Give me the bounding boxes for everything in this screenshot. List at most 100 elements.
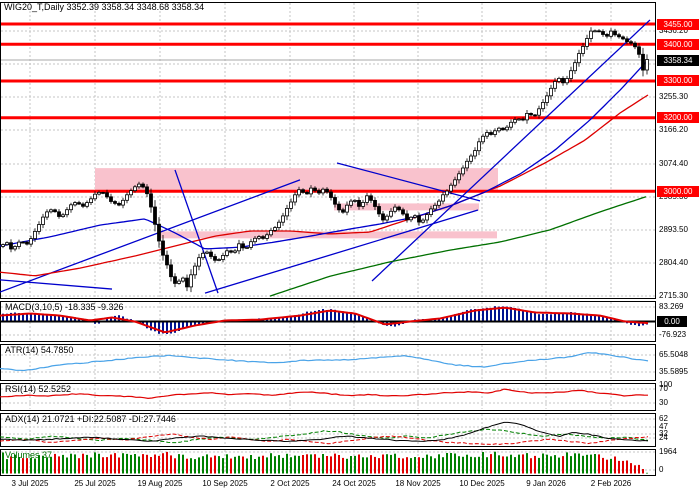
main-chart-panel[interactable] bbox=[0, 2, 656, 299]
macd-histogram-bar bbox=[494, 306, 496, 322]
candlestick bbox=[177, 280, 181, 284]
macd-histogram-bar bbox=[546, 314, 548, 322]
level-price-tag: 3300.00 bbox=[657, 75, 699, 87]
macd-histogram-bar bbox=[194, 321, 196, 325]
date-axis-label[interactable]: 2 Feb 2026 bbox=[590, 479, 632, 488]
date-axis-label[interactable]: 10 Sep 2025 bbox=[202, 479, 248, 488]
candlestick bbox=[605, 34, 609, 37]
macd-histogram-bar bbox=[314, 310, 316, 322]
candlestick bbox=[617, 34, 621, 38]
candlestick bbox=[497, 127, 501, 132]
price-axis-tick[interactable]: 3255.30 bbox=[659, 92, 688, 101]
candlestick bbox=[261, 236, 265, 239]
date-axis-label[interactable]: 10 Dec 2025 bbox=[459, 479, 505, 488]
macd-histogram-bar bbox=[170, 321, 172, 334]
atr-line bbox=[0, 352, 649, 372]
macd-axis-tick[interactable]: -76.923 bbox=[659, 330, 687, 339]
macd-histogram-bar bbox=[474, 309, 476, 322]
candlestick bbox=[193, 265, 197, 276]
candlestick bbox=[645, 59, 649, 71]
candlestick bbox=[361, 201, 365, 207]
macd-histogram-bar bbox=[462, 311, 464, 322]
macd-histogram-bar bbox=[542, 313, 544, 322]
candlestick bbox=[145, 186, 149, 195]
price-axis-tick[interactable]: 2715.30 bbox=[659, 291, 688, 300]
candlestick bbox=[13, 246, 17, 250]
price-axis-tick[interactable]: 2804.40 bbox=[659, 258, 688, 267]
date-axis-label[interactable]: 24 Oct 2025 bbox=[332, 479, 376, 488]
volume-axis-tick[interactable]: 1964 bbox=[659, 447, 677, 456]
macd-histogram-bar bbox=[278, 318, 280, 322]
candlestick bbox=[557, 78, 561, 82]
macd-histogram-bar bbox=[450, 315, 452, 322]
candlestick bbox=[553, 81, 557, 89]
macd-histogram-bar bbox=[350, 312, 352, 322]
macd-histogram-bar bbox=[318, 310, 320, 322]
candlestick bbox=[385, 215, 389, 221]
candlestick bbox=[317, 190, 321, 194]
date-axis-label[interactable]: 25 Jul 2025 bbox=[74, 479, 116, 488]
volume-axis-tick[interactable]: 0 bbox=[659, 465, 664, 474]
macd-histogram-bar bbox=[94, 321, 96, 324]
macd-histogram-bar bbox=[30, 314, 32, 322]
macd-histogram-bar bbox=[98, 321, 100, 324]
rsi-axis-tick[interactable]: 30 bbox=[659, 398, 668, 407]
date-axis-label[interactable]: 9 Jan 2026 bbox=[526, 479, 566, 488]
macd-histogram-bar bbox=[362, 317, 364, 322]
macd-histogram-bar bbox=[202, 321, 204, 325]
candlestick bbox=[641, 53, 645, 71]
candlestick bbox=[205, 251, 209, 254]
atr-panel[interactable] bbox=[0, 344, 656, 381]
candlestick bbox=[477, 141, 481, 152]
candlestick bbox=[529, 113, 533, 116]
macd-histogram-bar bbox=[634, 321, 636, 325]
adx-axis-tick[interactable]: 62 bbox=[659, 414, 668, 423]
candlestick bbox=[481, 135, 485, 143]
macd-histogram-bar bbox=[270, 318, 272, 322]
macd-histogram-bar bbox=[566, 312, 568, 322]
macd-histogram-bar bbox=[274, 318, 276, 322]
candlestick bbox=[221, 254, 225, 260]
macd-histogram-bar bbox=[298, 314, 300, 322]
macd-histogram-bar bbox=[178, 321, 180, 331]
macd-histogram-bar bbox=[166, 321, 168, 334]
adx-axis-tick[interactable]: 24 bbox=[659, 433, 668, 442]
candlestick bbox=[149, 193, 153, 208]
candlestick bbox=[197, 257, 201, 267]
analysis-zone bbox=[334, 203, 479, 211]
date-axis-label[interactable]: 19 Aug 2025 bbox=[137, 479, 183, 488]
price-axis-tick[interactable]: 3074.40 bbox=[659, 159, 688, 168]
candlestick bbox=[97, 191, 101, 195]
adx-axis-tick[interactable]: 32 bbox=[659, 429, 668, 438]
candlestick bbox=[445, 190, 449, 196]
candlestick bbox=[345, 204, 349, 213]
date-axis-label[interactable]: 2 Oct 2025 bbox=[270, 479, 310, 488]
candlestick bbox=[53, 209, 57, 213]
macd-axis-tick[interactable]: 83.269 bbox=[659, 302, 684, 311]
rsi-panel[interactable] bbox=[0, 383, 656, 411]
candlestick bbox=[209, 251, 213, 257]
macd-histogram-bar bbox=[10, 312, 12, 322]
candlestick bbox=[125, 194, 129, 201]
candlestick bbox=[381, 213, 385, 221]
macd-histogram-bar bbox=[330, 309, 332, 322]
candlestick bbox=[589, 30, 593, 39]
atr-axis-tick[interactable]: 35.5895 bbox=[659, 367, 688, 376]
candlestick bbox=[217, 259, 221, 261]
adx-axis-tick[interactable]: 47 bbox=[659, 422, 668, 431]
date-axis-label[interactable]: 3 Jul 2025 bbox=[11, 479, 49, 488]
date-axis-label[interactable]: 18 Nov 2025 bbox=[395, 479, 441, 488]
rsi-axis-tick[interactable]: 70 bbox=[659, 384, 668, 393]
macd-histogram-bar bbox=[610, 318, 612, 322]
atr-axis-tick[interactable]: 65.5048 bbox=[659, 350, 688, 359]
rsi-axis-tick[interactable]: 100 bbox=[659, 380, 673, 389]
price-axis-tick[interactable]: 3166.20 bbox=[659, 125, 688, 134]
candlestick bbox=[325, 188, 329, 193]
macd-zero-tag: 0.00 bbox=[657, 316, 687, 327]
candlestick bbox=[17, 241, 21, 247]
candlestick bbox=[269, 229, 273, 236]
price-axis-tick[interactable]: 3436.20 bbox=[659, 26, 688, 35]
price-axis-tick[interactable]: 2893.50 bbox=[659, 225, 688, 234]
